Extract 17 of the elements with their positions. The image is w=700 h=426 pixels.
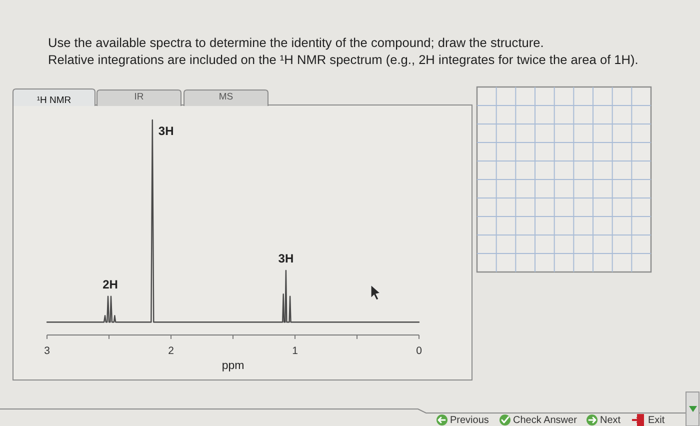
x-axis-title: ppm [222,360,244,372]
tab: ¹H NMR [12,88,96,106]
x-tick-label: 2 [168,345,174,357]
annotation: 3H [278,252,294,266]
x-tick-label: 1 [292,345,298,357]
annotation: 3H [158,124,174,138]
chart-subtitle: Relative integrations are included on the ¹H NMR spectrum (e.g., 2H integrates for twice the area of 1H). [48,52,638,67]
tab: IR [96,90,182,106]
text: Check Answer [513,415,578,426]
tab: MS [184,90,268,106]
annotation: 2H [102,277,118,292]
x-tick-label: 0 [416,345,422,357]
chart-title: Use the available spectra to determine the identity of the compound; draw the structure. [48,35,544,50]
text: Exit [648,415,665,426]
text: Previous [450,415,489,426]
text: Next [600,415,621,426]
x-tick-label: 3 [44,345,50,357]
